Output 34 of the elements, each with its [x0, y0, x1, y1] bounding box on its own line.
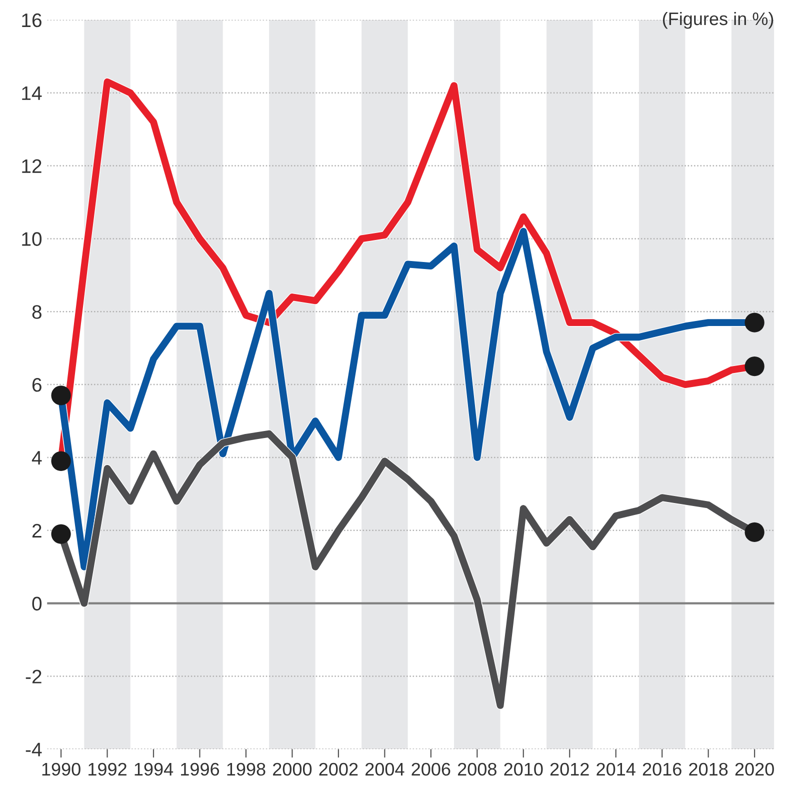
point	[744, 356, 764, 376]
annotation: (Figures in %)	[662, 12, 774, 29]
point	[744, 522, 764, 542]
x-tick-label: 2006	[412, 762, 450, 776]
x-tick-label: 1998	[227, 762, 266, 776]
y-tick-label: 14	[22, 86, 42, 100]
y-tick-label: 4	[32, 451, 42, 465]
x-tick-label: 1996	[181, 762, 220, 776]
y-tick-label: 10	[22, 232, 42, 246]
y-tick-label: -4	[26, 742, 42, 756]
x-tick-label: 2018	[689, 762, 728, 776]
point	[744, 312, 764, 332]
y-tick-label: -2	[26, 670, 42, 684]
x-tick-label: 2000	[273, 762, 312, 776]
x-tick-label: 2020	[735, 762, 774, 776]
x-tick-label: 2004	[366, 762, 404, 776]
x-tick-label: 1990	[42, 762, 80, 776]
x-tick-label: 2012	[550, 762, 589, 776]
y-tick-label: 12	[22, 159, 42, 173]
x-tick-label: 1994	[134, 762, 174, 776]
x-tick-label: 2008	[458, 762, 496, 776]
point	[51, 524, 71, 544]
y-tick-label: 2	[32, 524, 42, 538]
x-tick-label: 2002	[319, 762, 358, 776]
x-tick-label: 2014	[596, 762, 636, 776]
y-tick-label: 0	[32, 596, 42, 611]
point	[51, 451, 71, 471]
point	[51, 386, 71, 406]
x-tick-label: 2010	[504, 762, 543, 776]
x-tick-label: 2016	[642, 762, 682, 776]
x-tick-label: 1992	[88, 762, 126, 776]
y-tick-label: 8	[32, 305, 42, 319]
y-tick-label: 16	[22, 13, 42, 28]
y-tick-label: 6	[32, 378, 42, 392]
